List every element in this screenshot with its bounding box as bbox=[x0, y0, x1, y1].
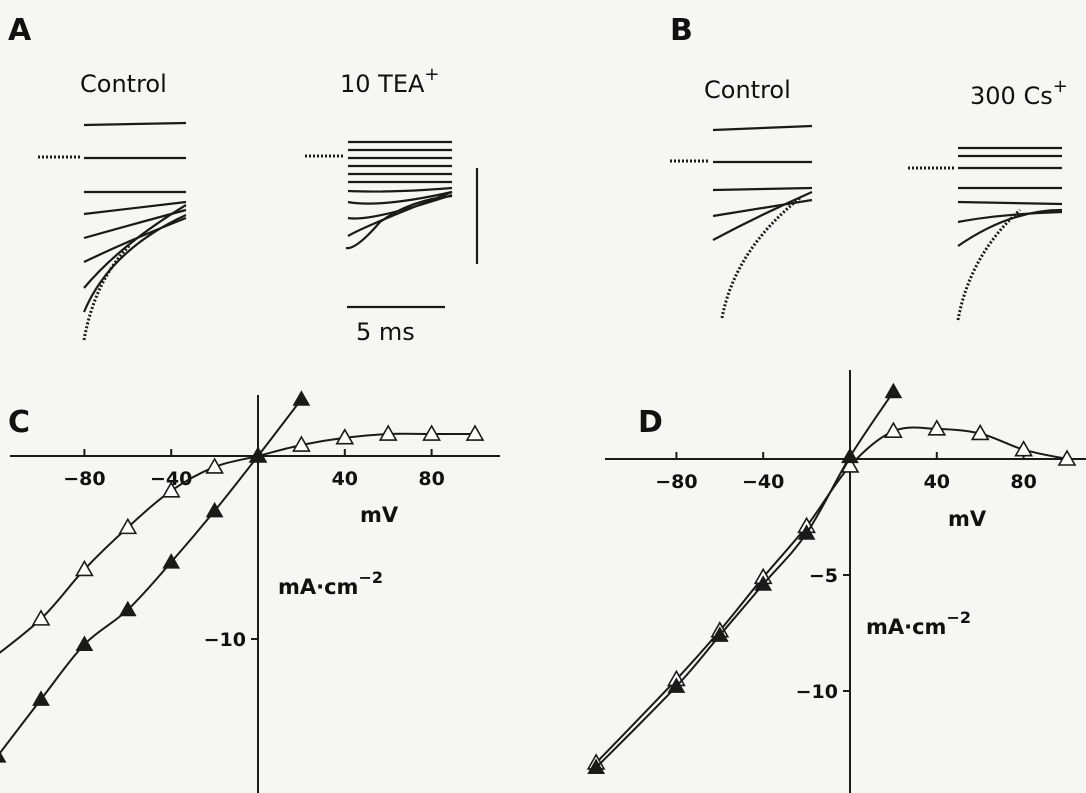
panel-label-b: B bbox=[670, 13, 693, 48]
x-tick-label: −80 bbox=[63, 468, 105, 490]
current-trace bbox=[83, 216, 187, 263]
filled-triangle-point bbox=[841, 447, 859, 464]
panel-label-a: A bbox=[8, 13, 32, 48]
filled-triangle-point bbox=[797, 524, 816, 540]
open-triangle-point bbox=[161, 481, 181, 498]
panel-label-c: C bbox=[8, 405, 30, 440]
filled-triangle-point bbox=[205, 501, 224, 518]
filled-triangle-point bbox=[162, 553, 181, 569]
filled-triangle-point bbox=[292, 390, 311, 406]
x-tick-label: 80 bbox=[1010, 471, 1036, 493]
current-trace bbox=[712, 198, 813, 218]
y-axis-label: mA·cm−2 bbox=[278, 568, 383, 599]
filled-triangle-point bbox=[32, 690, 50, 706]
x-tick-label: 40 bbox=[924, 471, 950, 493]
x-tick-label: 40 bbox=[332, 468, 358, 490]
y-tick-label: −10 bbox=[204, 629, 246, 651]
current-trace bbox=[956, 208, 1022, 321]
open-triangle-point bbox=[422, 424, 441, 441]
y-axis-label: mA·cm−2 bbox=[866, 608, 971, 639]
open-triangle-point bbox=[335, 428, 355, 445]
filled-triangle-point bbox=[667, 677, 686, 693]
open-triangle-point bbox=[884, 421, 903, 438]
current-trace bbox=[82, 214, 187, 313]
fit-curve bbox=[595, 391, 895, 769]
current-trace bbox=[957, 208, 1063, 247]
open-triangle-point bbox=[1057, 449, 1077, 466]
current-trace bbox=[83, 200, 187, 216]
current-trace bbox=[712, 124, 813, 132]
open-triangle-point bbox=[970, 423, 990, 441]
filled-triangle-point bbox=[884, 382, 903, 399]
panel-a-control-label: Control bbox=[80, 70, 167, 98]
current-trace bbox=[82, 243, 132, 341]
iv-plot-d: −80 −40 40 80 −5 −10 bbox=[586, 370, 1086, 793]
filled-triangle-point bbox=[0, 751, 7, 763]
filled-triangle-point bbox=[710, 626, 729, 642]
current-trace bbox=[712, 190, 813, 241]
filled-triangle-point bbox=[75, 635, 94, 651]
panel-b-control-traces bbox=[670, 124, 813, 319]
open-triangle-point bbox=[465, 424, 485, 441]
x-tick-label: −40 bbox=[742, 471, 784, 493]
panel-a-control-traces bbox=[38, 121, 187, 341]
filled-triangle-point bbox=[249, 446, 267, 463]
open-triangle-point bbox=[118, 517, 138, 535]
panel-b-cs-traces bbox=[908, 146, 1063, 321]
time-scale-label: 5 ms bbox=[356, 318, 415, 346]
filled-triangle-point bbox=[118, 600, 137, 617]
panel-a-tea-traces: 5 ms bbox=[305, 140, 479, 346]
y-tick-label: −10 bbox=[796, 681, 838, 703]
x-axis-label: mV bbox=[360, 503, 399, 527]
filled-triangle-point bbox=[587, 758, 605, 775]
current-trace bbox=[957, 200, 1063, 206]
current-trace bbox=[957, 210, 1063, 224]
open-triangle-point bbox=[75, 559, 94, 577]
iv-plot-c: −80 −40 40 80−10 bbox=[0, 390, 500, 793]
y-tick-label: −5 bbox=[809, 565, 838, 587]
current-trace bbox=[345, 194, 453, 250]
current-trace bbox=[83, 121, 187, 127]
x-axis-label: mV bbox=[948, 507, 987, 531]
open-triangle-point bbox=[378, 424, 398, 441]
open-triangle-point bbox=[205, 457, 224, 474]
panel-label-d: D bbox=[638, 405, 663, 440]
panel-b-control-label: Control bbox=[704, 76, 791, 104]
open-triangle-point bbox=[31, 609, 51, 626]
open-triangle-point bbox=[292, 435, 311, 452]
current-trace bbox=[712, 186, 813, 192]
x-tick-label: −80 bbox=[655, 471, 697, 493]
x-tick-label: 80 bbox=[418, 468, 444, 490]
filled-triangle-point bbox=[754, 575, 773, 591]
current-trace bbox=[347, 186, 453, 193]
open-triangle-point bbox=[1014, 440, 1033, 457]
current-trace bbox=[347, 193, 453, 220]
open-triangle-point bbox=[927, 419, 947, 436]
panel-a-tea-label: 10 TEA+ bbox=[340, 64, 440, 98]
panel-b-cs-label: 300 Cs+ bbox=[970, 76, 1068, 110]
current-trace bbox=[720, 196, 801, 319]
current-trace bbox=[347, 190, 453, 205]
